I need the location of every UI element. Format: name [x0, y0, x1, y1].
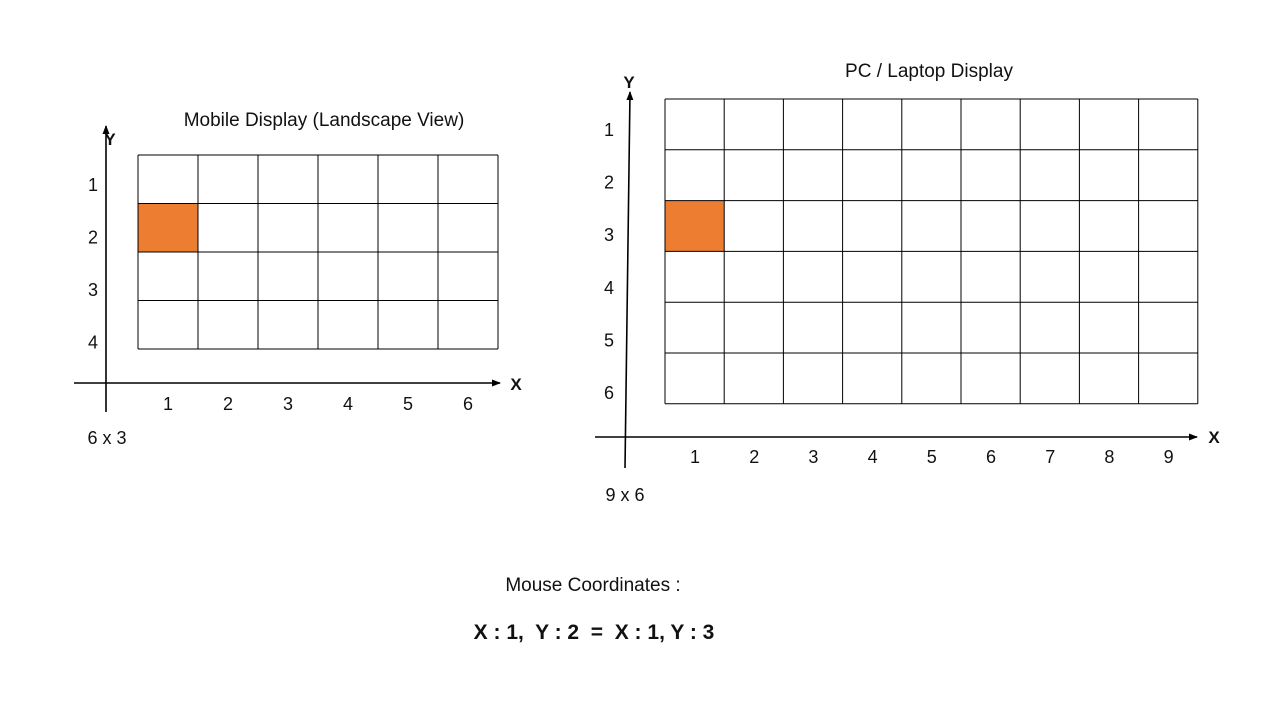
mobile-highlighted-cell — [138, 203, 198, 252]
mobile-y-ticks: 1 2 3 4 — [88, 175, 98, 353]
mobile-x-tick-label: 3 — [283, 394, 293, 414]
pc-y-tick-label: 4 — [604, 278, 614, 298]
pc-x-tick-label: 6 — [986, 447, 996, 467]
pc-y-axis-label: Y — [623, 73, 635, 92]
pc-y-tick-label: 1 — [604, 120, 614, 140]
mobile-x-tick-label: 4 — [343, 394, 353, 414]
mobile-x-tick-label: 2 — [223, 394, 233, 414]
pc-display-panel: PC / Laptop Display Y X 1 2 3 4 5 6 7 8 9 1 2 3 4 5 6… — [595, 61, 1220, 505]
mobile-y-tick-label: 4 — [88, 333, 98, 353]
pc-x-tick-label: 2 — [749, 447, 759, 467]
mobile-x-ticks: 1 2 3 4 5 6 — [163, 394, 473, 414]
mobile-y-axis-label: Y — [104, 130, 116, 149]
pc-highlighted-cell — [665, 200, 725, 252]
pc-x-tick-label: 5 — [927, 447, 937, 467]
mobile-y-tick-label: 3 — [88, 280, 98, 300]
mobile-x-tick-label: 5 — [403, 394, 413, 414]
pc-y-axis — [624, 91, 634, 469]
coordinates-equation: X : 1, Y : 2 = X : 1, Y : 3 — [474, 621, 715, 644]
mobile-y-tick-label: 1 — [88, 175, 98, 195]
mobile-x-axis-label: X — [510, 375, 522, 394]
pc-x-axis-label: X — [1208, 428, 1220, 447]
pc-y-tick-label: 6 — [604, 383, 614, 403]
mobile-display-title: Mobile Display (Landscape View) — [184, 110, 465, 131]
pc-x-tick-label: 3 — [808, 447, 818, 467]
mobile-display-panel: Mobile Display (Landscape View) Y X 1 2 3 4… — [74, 110, 522, 448]
pc-y-tick-label: 2 — [604, 173, 614, 193]
pc-grid — [664, 98, 1199, 405]
mouse-coordinates-caption: Mouse Coordinates : — [505, 575, 680, 596]
pc-x-tick-label: 7 — [1045, 447, 1055, 467]
mobile-grid — [137, 154, 499, 350]
pc-display-title: PC / Laptop Display — [845, 61, 1013, 82]
mobile-x-tick-label: 1 — [163, 394, 173, 414]
pc-x-tick-label: 8 — [1104, 447, 1114, 467]
mobile-dimensions-label: 6 x 3 — [87, 428, 126, 448]
mobile-x-tick-label: 6 — [463, 394, 473, 414]
pc-x-tick-label: 4 — [868, 447, 878, 467]
pc-x-tick-label: 9 — [1164, 447, 1174, 467]
pc-x-ticks: 1 2 3 4 5 6 7 8 9 — [690, 447, 1174, 467]
mobile-y-tick-label: 2 — [88, 228, 98, 248]
pc-y-tick-label: 3 — [604, 225, 614, 245]
pc-y-tick-label: 5 — [604, 330, 614, 350]
pc-x-tick-label: 1 — [690, 447, 700, 467]
pc-dimensions-label: 9 x 6 — [605, 485, 644, 505]
pc-y-ticks: 1 2 3 4 5 6 — [604, 120, 614, 403]
